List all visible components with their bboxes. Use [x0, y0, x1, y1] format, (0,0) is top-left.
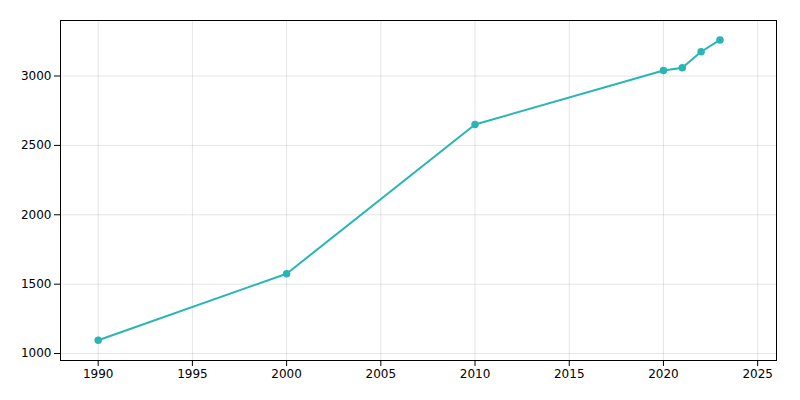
- svg-text:3000: 3000: [21, 69, 52, 83]
- svg-text:2000: 2000: [21, 208, 52, 222]
- svg-text:1990: 1990: [83, 367, 114, 381]
- svg-text:2010: 2010: [460, 367, 491, 381]
- svg-text:1000: 1000: [21, 346, 52, 360]
- svg-text:1995: 1995: [177, 367, 208, 381]
- svg-text:2005: 2005: [366, 367, 397, 381]
- svg-text:2500: 2500: [21, 138, 52, 152]
- svg-text:1500: 1500: [21, 277, 52, 291]
- svg-text:2025: 2025: [742, 367, 773, 381]
- svg-text:2015: 2015: [554, 367, 585, 381]
- svg-text:2000: 2000: [271, 367, 302, 381]
- svg-text:2020: 2020: [648, 367, 679, 381]
